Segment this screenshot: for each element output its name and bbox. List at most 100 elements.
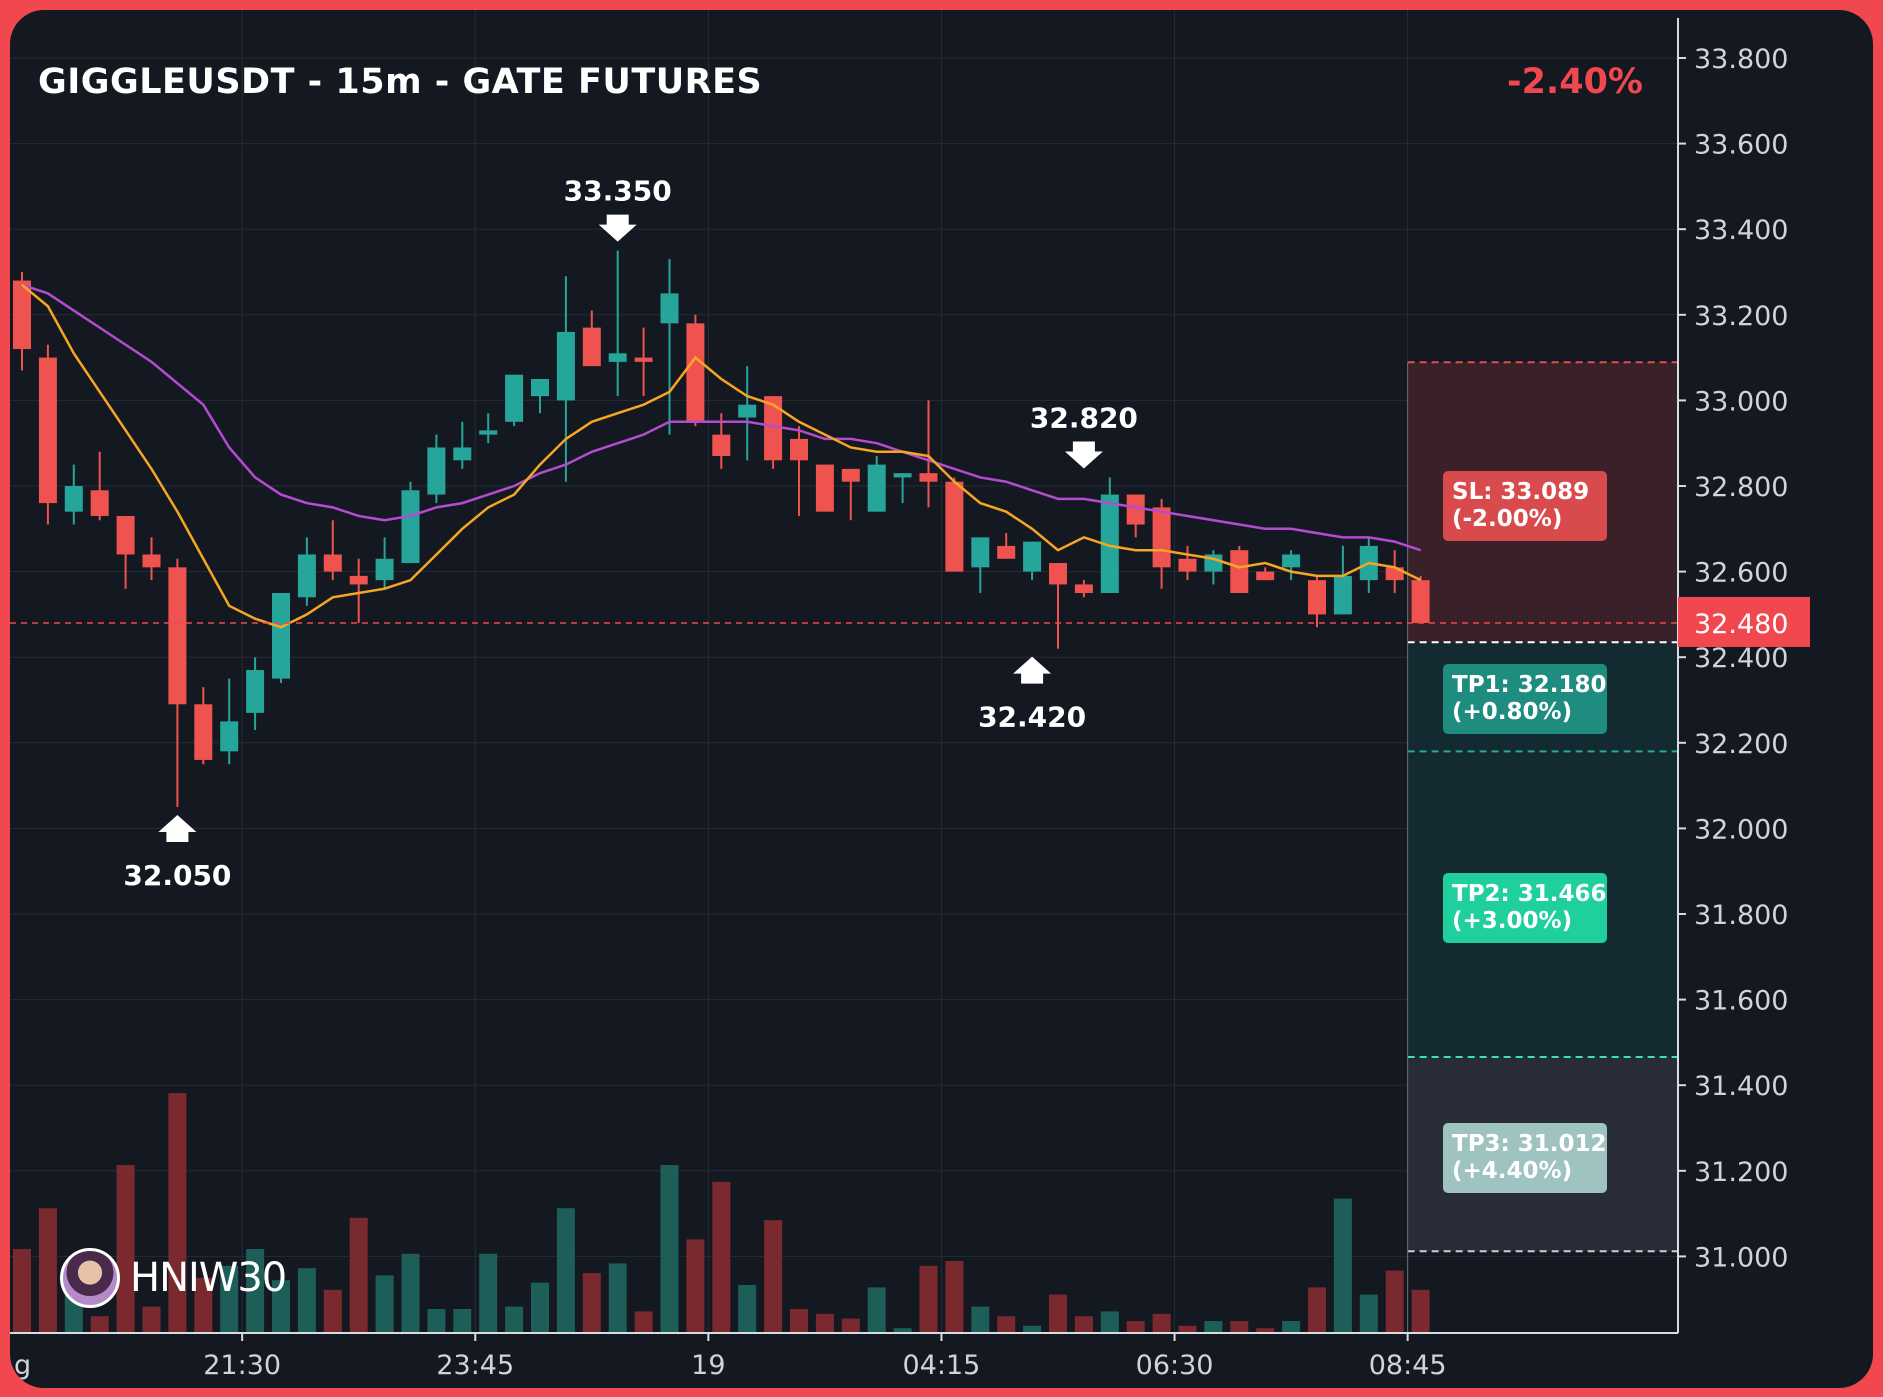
price-tick-label: 32.600 — [1694, 558, 1788, 589]
candle — [453, 421, 472, 469]
tp2-badge: TP2: 31.466(+3.00%) — [1443, 873, 1607, 943]
candle — [867, 456, 886, 512]
candle — [971, 537, 990, 593]
volume-bar — [401, 1253, 420, 1333]
volume-bar — [790, 1309, 808, 1333]
volume-bar — [272, 1280, 290, 1333]
candle — [893, 473, 912, 504]
price-tick-label: 31.600 — [1694, 986, 1788, 1017]
ema-fast-line — [21, 283, 1422, 629]
volume-bar — [945, 1261, 964, 1333]
candle-body — [1023, 541, 1042, 572]
tp1-badge-bg — [1443, 664, 1607, 734]
candle — [1152, 498, 1171, 589]
candle — [608, 250, 627, 397]
candle — [634, 327, 653, 397]
candle-body — [401, 490, 420, 564]
time-tick-label: 08:45 — [1369, 1350, 1447, 1381]
candle — [1308, 575, 1326, 628]
candle-body — [686, 323, 705, 422]
candle-body — [220, 721, 239, 752]
price-tick-label: 33.800 — [1694, 44, 1788, 75]
candle-body — [815, 464, 834, 512]
candle-body — [531, 379, 549, 397]
candle-body — [1100, 494, 1119, 593]
price-tick-label: 33.000 — [1694, 386, 1788, 417]
candle-body — [90, 490, 109, 516]
volume-bar — [1023, 1325, 1042, 1333]
candle — [297, 537, 316, 606]
candle-body — [1074, 584, 1093, 593]
candle — [142, 537, 161, 581]
candle-body — [712, 434, 731, 457]
annotation-label: 33.350 — [564, 175, 672, 208]
time-axis: g 21:30 23:45 19 04:15 06:30 08:45 — [10, 1332, 1678, 1381]
high-annotation: 33.350 — [564, 175, 672, 242]
candle-body — [1411, 580, 1430, 623]
candle-body — [1049, 563, 1067, 585]
sl-badge-bg — [1443, 471, 1607, 541]
candle — [738, 366, 757, 461]
arrow-down-icon — [1064, 441, 1103, 469]
candle — [401, 481, 420, 564]
candle — [90, 451, 109, 521]
candle-body — [919, 473, 938, 482]
candle-body — [893, 473, 912, 478]
candle — [919, 400, 938, 508]
candle — [13, 272, 31, 371]
candle-body — [1333, 575, 1352, 615]
candle-body — [272, 593, 290, 679]
volume-bar — [997, 1316, 1016, 1333]
candle-body — [764, 396, 783, 461]
arrow-down-icon — [598, 214, 637, 242]
arrow-up-icon — [1013, 656, 1052, 684]
volume-bar — [634, 1311, 653, 1333]
price-tick-label: 31.000 — [1694, 1242, 1788, 1273]
volume-bar — [1204, 1321, 1223, 1333]
candle-body — [323, 554, 342, 572]
candle — [1282, 550, 1301, 581]
volume-bar — [1308, 1287, 1326, 1333]
candle — [272, 593, 290, 683]
chart-title: GIGGLEUSDT - 15m - GATE FUTURES — [38, 62, 763, 102]
candle — [323, 520, 342, 581]
watermark-handle: HNIW30 — [130, 1255, 287, 1301]
candle-body — [971, 537, 990, 568]
volume-bar — [194, 1277, 213, 1333]
candle — [116, 515, 135, 589]
volume-bar — [815, 1313, 834, 1333]
candle — [427, 434, 446, 504]
annotation-label: 32.420 — [978, 701, 1086, 734]
tp1-badge-percent: (+0.80%) — [1452, 699, 1572, 725]
volume-bar — [1385, 1270, 1404, 1333]
price-tick-label: 33.600 — [1694, 130, 1788, 161]
high-annotation: 32.820 — [1030, 401, 1138, 469]
time-tick-label: 23:45 — [436, 1350, 514, 1381]
price-chart[interactable]: 33.350 32.050 32.820 32.420 SL: 33.089(-2.00… — [10, 10, 1873, 1388]
candle-body — [168, 567, 187, 705]
volume-bar — [1282, 1321, 1301, 1333]
volume-bar — [323, 1289, 342, 1333]
arrow-up-icon — [158, 815, 197, 842]
volume-bar — [893, 1328, 912, 1333]
candle — [1178, 545, 1197, 581]
candle — [194, 687, 213, 765]
volume-bar — [582, 1273, 601, 1333]
candle — [1023, 541, 1042, 581]
candle — [945, 477, 964, 572]
candle-body — [1178, 558, 1197, 572]
price-tick-label: 31.400 — [1694, 1071, 1788, 1102]
low-annotation: 32.420 — [978, 656, 1086, 734]
time-tick-label: 06:30 — [1136, 1350, 1214, 1381]
price-tick-label: 33.200 — [1694, 301, 1788, 332]
volume-bar — [142, 1306, 161, 1333]
candle — [479, 413, 498, 444]
candle-body — [1282, 554, 1301, 568]
candle-body — [13, 280, 31, 350]
volume-bar — [1230, 1321, 1249, 1333]
candle-body — [505, 374, 524, 422]
volume-bar — [453, 1309, 472, 1333]
volume-bar — [1074, 1316, 1093, 1333]
watermark: HNIW30 — [60, 1248, 287, 1308]
candle — [1230, 545, 1249, 593]
